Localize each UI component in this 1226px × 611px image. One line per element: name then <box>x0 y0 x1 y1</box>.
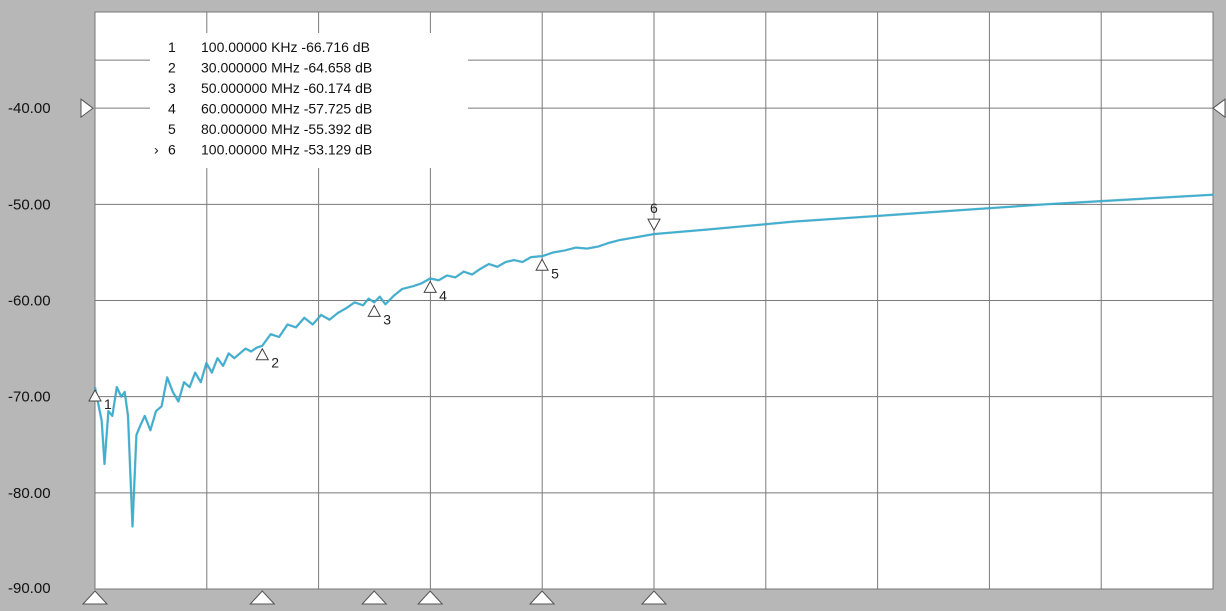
marker-4-icon <box>423 280 438 293</box>
y-axis-labels: -40.00 -50.00 -60.00 -70.00 -80.00 -90.00 <box>8 100 51 597</box>
reference-level-left-icon <box>80 98 94 119</box>
legend-marker-number: 1 <box>168 39 176 55</box>
legend-marker-number: 4 <box>168 101 176 117</box>
legend-marker-number: 3 <box>168 80 176 96</box>
legend-marker-frequency: 50.000000 MHz -60.174 dB <box>201 80 372 96</box>
legend-background <box>150 33 468 168</box>
marker-3-icon <box>367 304 382 317</box>
trace <box>93 193 1214 528</box>
marker-1-icon <box>88 389 102 402</box>
marker-2-label: 2 <box>271 355 279 371</box>
y-tick-label: -90.00 <box>8 580 51 597</box>
marker-5-bottom-icon <box>528 590 556 605</box>
marker-3-label: 3 <box>383 311 391 327</box>
legend-marker-frequency: 60.000000 MHz -57.725 dB <box>201 101 372 117</box>
y-tick-label: -60.00 <box>8 293 51 310</box>
marker-1-label: 1 <box>104 396 112 412</box>
reference-level-indicators <box>80 98 1226 119</box>
legend-marker-frequency: 30.000000 MHz -64.658 dB <box>201 60 372 76</box>
reference-level-right-icon <box>1212 98 1226 119</box>
legend-marker-number: 5 <box>168 121 176 137</box>
y-tick-label: -70.00 <box>8 389 51 406</box>
legend-marker-number: 2 <box>168 60 176 76</box>
legend-active-indicator: › <box>154 142 159 158</box>
legend-marker-frequency: 100.00000 KHz -66.716 dB <box>201 39 370 55</box>
marker-6-label: 6 <box>650 200 658 216</box>
marker-5-label: 5 <box>551 265 559 281</box>
y-tick-label: -50.00 <box>8 196 51 213</box>
marker-2-icon <box>255 347 270 361</box>
y-tick-label: -40.00 <box>8 100 51 117</box>
marker-5-icon <box>535 258 549 271</box>
y-tick-label: -80.00 <box>8 485 51 502</box>
trace-line <box>94 193 1214 528</box>
marker-1-bottom-icon <box>81 590 109 605</box>
legend-marker-number: 6 <box>168 142 176 158</box>
marker-4-bottom-icon <box>417 590 444 605</box>
marker-legend: 1 100.00000 KHz -66.716 dB 2 30.000000 MHz … <box>150 33 468 168</box>
marker-4-label: 4 <box>439 287 447 303</box>
legend-marker-frequency: 80.000000 MHz -55.392 dB <box>201 121 372 137</box>
marker-6-bottom-icon <box>640 590 668 605</box>
markers: 1 2 3 4 5 6 <box>88 200 661 412</box>
bottom-marker-indicators <box>81 590 668 605</box>
legend-marker-frequency: 100.00000 MHz -53.129 dB <box>201 142 372 158</box>
marker-6-icon <box>647 218 661 232</box>
marker-3-bottom-icon <box>361 590 388 605</box>
marker-2-bottom-icon <box>249 590 276 605</box>
